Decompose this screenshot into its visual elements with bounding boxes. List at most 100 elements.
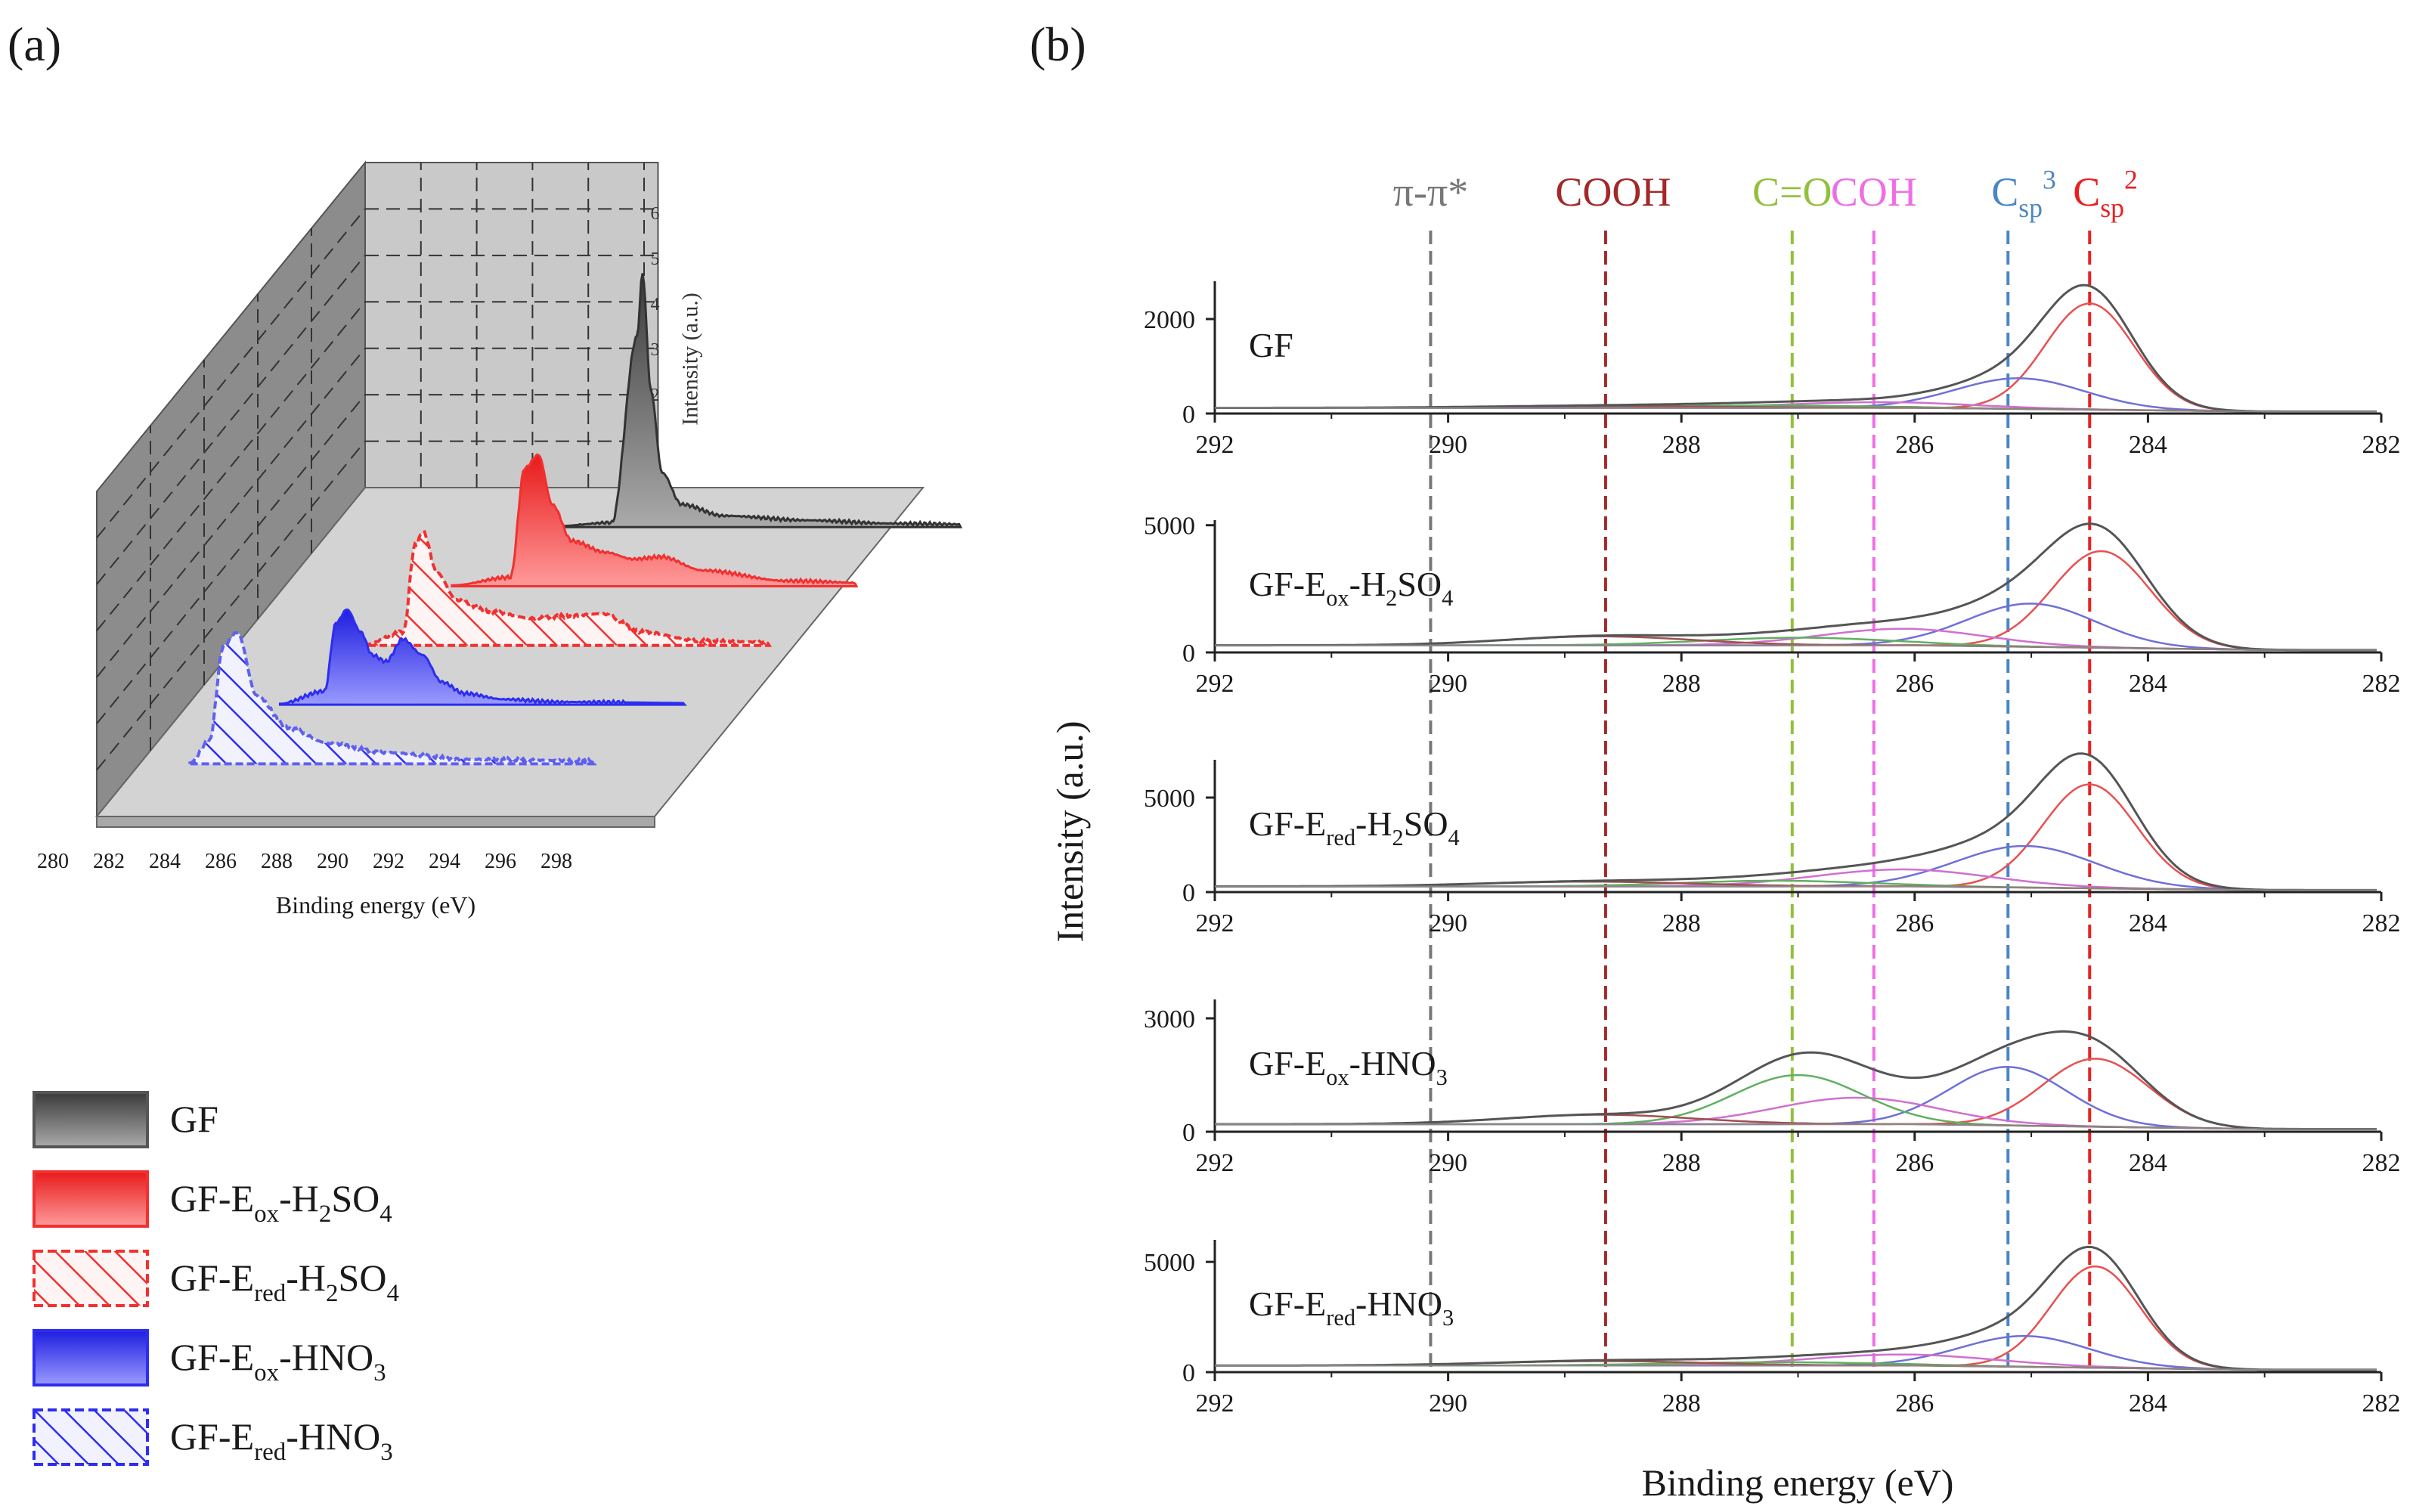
- x-tick-label: 290: [1429, 431, 1467, 459]
- legend-swatch: [33, 1170, 149, 1228]
- envelope-curve: [1215, 1245, 2377, 1371]
- y-tick-label: 0: [1182, 1119, 1195, 1147]
- sample-label: GF-Ered-HNO3: [1249, 1284, 1454, 1331]
- x-tick-label: 284: [2129, 1390, 2167, 1418]
- spectrum-GF-Eox-H2SO4: [451, 453, 859, 587]
- x-tick-label: 284: [149, 850, 181, 873]
- z-tick-label: 5: [650, 249, 659, 269]
- y-tick-label: 0: [1182, 879, 1195, 907]
- x-tick-label: 288: [261, 850, 293, 873]
- ref-label: Csp3: [1991, 164, 2056, 223]
- envelope-curve: [1215, 752, 2377, 891]
- x-tick-label: 288: [1662, 1149, 1701, 1177]
- x-tick-label: 290: [317, 850, 348, 873]
- legend-swatch: [33, 1329, 149, 1387]
- sample-label: GF-Ered-H2SO4: [1249, 804, 1460, 850]
- side-gridline: [96, 348, 366, 678]
- x-tick-label: 288: [1662, 909, 1701, 937]
- panel-b-label: (b): [1030, 17, 1086, 71]
- side-gridline: [96, 394, 366, 724]
- back-wall: [364, 162, 659, 488]
- background-line: [1215, 644, 2377, 651]
- component-C=O: [1215, 1074, 2377, 1130]
- x-axis-label: Binding energy (eV): [276, 891, 475, 919]
- legend-swatch: [33, 1250, 149, 1307]
- panel-a-3d-chart: 0123456Intensity (a.u.)28028228428628829…: [33, 160, 963, 1466]
- x-tick-label: 292: [1196, 431, 1234, 459]
- sample-label: GF-Eox-H2SO4: [1249, 565, 1453, 611]
- x-tick-label: 284: [2129, 431, 2167, 459]
- y-tick-label: 0: [1182, 640, 1195, 668]
- background-line: [1215, 407, 2377, 413]
- legend-label: GF-Ered-HNO3: [170, 1415, 393, 1466]
- spectrum-GF-Ered-H2SO4: [363, 530, 773, 647]
- x-tick-label: 290: [1429, 1149, 1467, 1177]
- z-tick-label: 6: [650, 204, 659, 224]
- sample-label: GF: [1249, 326, 1293, 364]
- sample-label: GF-Eox-HNO3: [1249, 1044, 1448, 1090]
- x-tick-label: 282: [2362, 1390, 2401, 1418]
- x-tick-label: 286: [1895, 670, 1934, 698]
- legend-label: GF-Eox-HNO3: [170, 1336, 386, 1387]
- legend-label: GF-Ered-H2SO4: [170, 1256, 399, 1307]
- ref-label: Csp2: [2073, 164, 2138, 223]
- x-tick-label: 284: [2129, 670, 2167, 698]
- x-tick-label: 290: [1429, 1390, 1467, 1418]
- y-axis-label: Intensity (a.u.): [1049, 721, 1091, 943]
- side-gridline: [96, 440, 366, 771]
- spectrum-GF-Eox-HNO3: [279, 608, 687, 706]
- x-tick-label: 294: [429, 850, 460, 873]
- envelope-curve: [1215, 284, 2377, 413]
- x-axis-label: Binding energy (eV): [1642, 1461, 1954, 1504]
- side-gridline: [96, 208, 366, 539]
- floor-edge: [96, 816, 655, 828]
- x-tick-label: 284: [2129, 909, 2167, 937]
- x-tick-label: 292: [1196, 670, 1234, 698]
- spectrum-GF: [555, 273, 963, 528]
- x-tick-label: 286: [1895, 1390, 1934, 1418]
- x-tick-label: 282: [2362, 909, 2401, 937]
- x-tick-label: 284: [2129, 1149, 2167, 1177]
- x-tick-label: 292: [1196, 1390, 1234, 1418]
- ref-label: COH: [1831, 169, 1917, 215]
- x-tick-label: 286: [1895, 1149, 1934, 1177]
- y-tick-label: 0: [1182, 1359, 1195, 1387]
- envelope-curve: [1215, 1030, 2377, 1130]
- ref-label: COOH: [1555, 169, 1671, 215]
- side-gridline: [96, 301, 366, 631]
- z-axis-label: Intensity (a.u.): [677, 293, 702, 426]
- y-tick-label: 3000: [1144, 1005, 1195, 1033]
- side-gridline: [96, 255, 366, 585]
- x-tick-label: 286: [1895, 909, 1934, 937]
- background-line: [1215, 885, 2377, 891]
- x-tick-label: 282: [93, 850, 125, 873]
- x-tick-label: 286: [205, 850, 237, 873]
- legend-swatch: [33, 1091, 149, 1148]
- background-line: [1215, 1123, 2377, 1130]
- legend-swatch: [33, 1408, 149, 1466]
- y-tick-label: 5000: [1144, 785, 1195, 813]
- x-tick-label: 282: [2362, 431, 2401, 459]
- component-COOH: [1215, 1114, 2377, 1130]
- ref-label: π-π*: [1393, 169, 1469, 215]
- x-tick-label: 290: [1429, 670, 1467, 698]
- x-tick-label: 292: [1196, 1149, 1234, 1177]
- y-tick-label: 0: [1182, 401, 1195, 429]
- x-tick-label: 288: [1662, 670, 1701, 698]
- component-Csp2: [1215, 302, 2377, 413]
- legend-label: GF-Eox-H2SO4: [170, 1177, 392, 1228]
- ref-label: C=O: [1752, 169, 1832, 215]
- x-tick-label: 282: [2362, 670, 2401, 698]
- x-tick-label: 282: [2362, 1149, 2401, 1177]
- x-tick-label: 296: [485, 850, 516, 873]
- y-tick-label: 5000: [1144, 513, 1195, 541]
- y-tick-label: 5000: [1144, 1249, 1195, 1277]
- y-tick-label: 2000: [1144, 306, 1195, 334]
- x-tick-label: 290: [1429, 909, 1467, 937]
- x-tick-label: 288: [1662, 431, 1701, 459]
- component-COH: [1215, 627, 2377, 651]
- x-tick-label: 292: [373, 850, 404, 873]
- x-tick-label: 292: [1196, 909, 1234, 937]
